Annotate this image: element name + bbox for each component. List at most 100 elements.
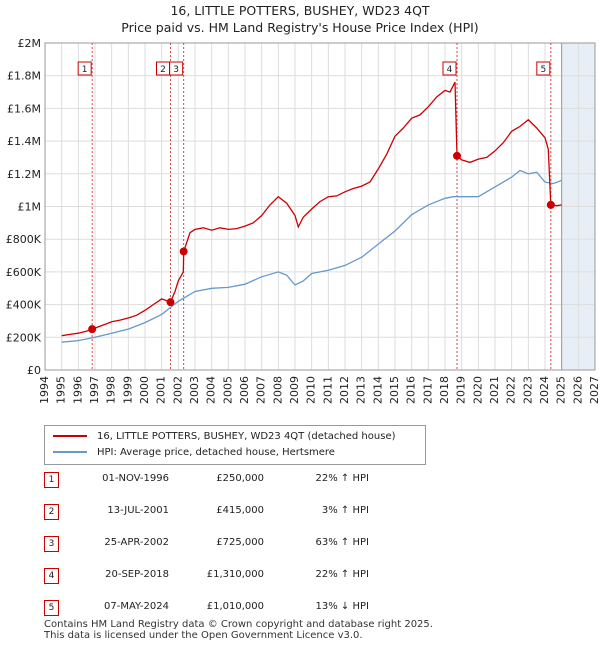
transaction-marker	[88, 325, 97, 334]
row-price: £1,010,000	[206, 601, 264, 612]
y-tick-label: £600K	[6, 266, 42, 279]
x-tick-label: 2008	[271, 376, 284, 404]
transaction-badge-label: 3	[173, 65, 179, 75]
x-tick-label: 1997	[88, 376, 101, 404]
row-price: £250,000	[216, 473, 264, 484]
table-row: 5 07-MAY-2024 £1,010,000 13% ↓ HPI	[44, 598, 444, 618]
series-line-property	[61, 81, 562, 337]
row-hpi: 22% ↑ HPI	[315, 473, 369, 484]
x-tick-label: 2013	[355, 376, 368, 404]
y-tick-label: £400K	[6, 299, 42, 312]
x-tick-label: 2027	[588, 376, 600, 404]
x-tick-label: 2021	[488, 376, 501, 404]
row-date: 01-NOV-1996	[102, 473, 169, 484]
y-tick-label: £1.8M	[7, 70, 41, 83]
row-date: 25-APR-2002	[104, 537, 169, 548]
legend-item-hpi: HPI: Average price, detached house, Hert…	[53, 445, 335, 461]
transaction-badge-label: 1	[82, 65, 88, 75]
x-tick-label: 2018	[438, 376, 451, 404]
row-badge: 5	[44, 600, 59, 616]
series-line-hpi	[61, 169, 562, 343]
chart-subtitle: Price paid vs. HM Land Registry's House …	[121, 20, 479, 35]
x-tick-label: 2011	[321, 376, 334, 404]
legend: 16, LITTLE POTTERS, BUSHEY, WD23 4QT (de…	[44, 425, 426, 465]
footer: Contains HM Land Registry data © Crown c…	[44, 619, 433, 641]
x-tick-label: 2020	[471, 376, 484, 404]
table-row: 4 20-SEP-2018 £1,310,000 22% ↑ HPI	[44, 566, 444, 586]
legend-swatch-property	[53, 435, 87, 437]
footer-licence: This data is licensed under the Open Gov…	[44, 630, 363, 641]
transaction-badge-label: 2	[160, 65, 166, 75]
transaction-marker	[166, 298, 175, 307]
table-row: 1 01-NOV-1996 £250,000 22% ↑ HPI	[44, 470, 444, 490]
x-tick-label: 1994	[38, 376, 51, 404]
row-date: 07-MAY-2024	[103, 601, 169, 612]
x-tick-label: 2001	[155, 376, 168, 404]
row-hpi: 22% ↑ HPI	[315, 569, 369, 580]
x-tick-label: 2019	[455, 376, 468, 404]
y-tick-label: £800K	[6, 233, 42, 246]
row-price: £415,000	[216, 505, 264, 516]
y-tick-label: £1.4M	[7, 135, 41, 148]
y-tick-label: £2M	[18, 37, 42, 50]
row-price: £725,000	[216, 537, 264, 548]
legend-swatch-hpi	[53, 451, 87, 453]
y-tick-label: £200K	[6, 331, 42, 344]
x-tick-label: 2023	[521, 376, 534, 404]
x-tick-label: 1995	[55, 376, 68, 404]
legend-label-hpi: HPI: Average price, detached house, Hert…	[97, 447, 335, 458]
price-chart: 1 2 3 4 5£0£200K£400K£600K£800K£1M£1.2M£1.4M…	[6, 37, 600, 404]
plot-frame	[44, 42, 596, 371]
row-hpi: 3% ↑ HPI	[321, 505, 369, 516]
x-tick-label: 2024	[538, 376, 551, 404]
x-tick-label: 2022	[505, 376, 518, 404]
row-badge: 2	[44, 504, 59, 520]
row-date: 13-JUL-2001	[107, 505, 169, 516]
x-tick-label: 2007	[255, 376, 268, 404]
x-tick-label: 2004	[205, 376, 218, 404]
row-badge: 4	[44, 568, 59, 584]
legend-label-property: 16, LITTLE POTTERS, BUSHEY, WD23 4QT (de…	[97, 431, 396, 442]
y-tick-label: £0	[27, 364, 41, 377]
transaction-marker	[453, 151, 461, 160]
x-tick-label: 2016	[405, 376, 418, 404]
x-tick-label: 2015	[388, 376, 401, 404]
x-tick-label: 2005	[221, 376, 234, 404]
row-badge: 3	[44, 536, 59, 552]
row-badge: 1	[44, 472, 59, 488]
x-tick-label: 2014	[371, 376, 384, 404]
transaction-marker	[546, 200, 555, 209]
transaction-badge	[169, 61, 184, 76]
row-date: 20-SEP-2018	[105, 569, 169, 580]
footer-copyright: Contains HM Land Registry data © Crown c…	[44, 619, 433, 630]
transaction-badge	[442, 61, 457, 76]
y-tick-label: £1M	[18, 201, 42, 214]
transaction-badge-label: 4	[447, 65, 453, 75]
x-tick-label: 2002	[171, 376, 184, 404]
row-hpi: 13% ↓ HPI	[315, 601, 369, 612]
row-hpi: 63% ↑ HPI	[315, 537, 369, 548]
table-row: 2 13-JUL-2001 £415,000 3% ↑ HPI	[44, 502, 444, 522]
x-tick-label: 2006	[238, 376, 251, 404]
row-price: £1,310,000	[206, 569, 264, 580]
table-row: 3 25-APR-2002 £725,000 63% ↑ HPI	[44, 534, 444, 554]
x-tick-label: 2003	[188, 376, 201, 404]
x-tick-label: 1998	[105, 376, 118, 404]
transaction-badge	[77, 61, 92, 76]
x-tick-label: 2017	[421, 376, 434, 404]
transaction-badge	[536, 61, 551, 76]
x-tick-label: 2010	[305, 376, 318, 404]
x-tick-label: 2000	[138, 376, 151, 404]
y-tick-label: £1.2M	[7, 168, 41, 181]
transaction-marker	[179, 247, 188, 256]
chart-title-block: 16, LITTLE POTTERS, BUSHEY, WD23 4QT Pri…	[0, 2, 600, 36]
x-tick-label: 1996	[71, 376, 84, 404]
x-tick-label: 1999	[121, 376, 134, 404]
x-tick-label: 2025	[555, 376, 568, 404]
transaction-badge-label: 5	[540, 65, 546, 75]
y-tick-label: £1.6M	[7, 102, 41, 115]
x-tick-label: 2009	[288, 376, 301, 404]
x-tick-label: 2012	[338, 376, 351, 404]
legend-item-property: 16, LITTLE POTTERS, BUSHEY, WD23 4QT (de…	[53, 429, 396, 445]
chart-title: 16, LITTLE POTTERS, BUSHEY, WD23 4QT	[170, 3, 430, 18]
